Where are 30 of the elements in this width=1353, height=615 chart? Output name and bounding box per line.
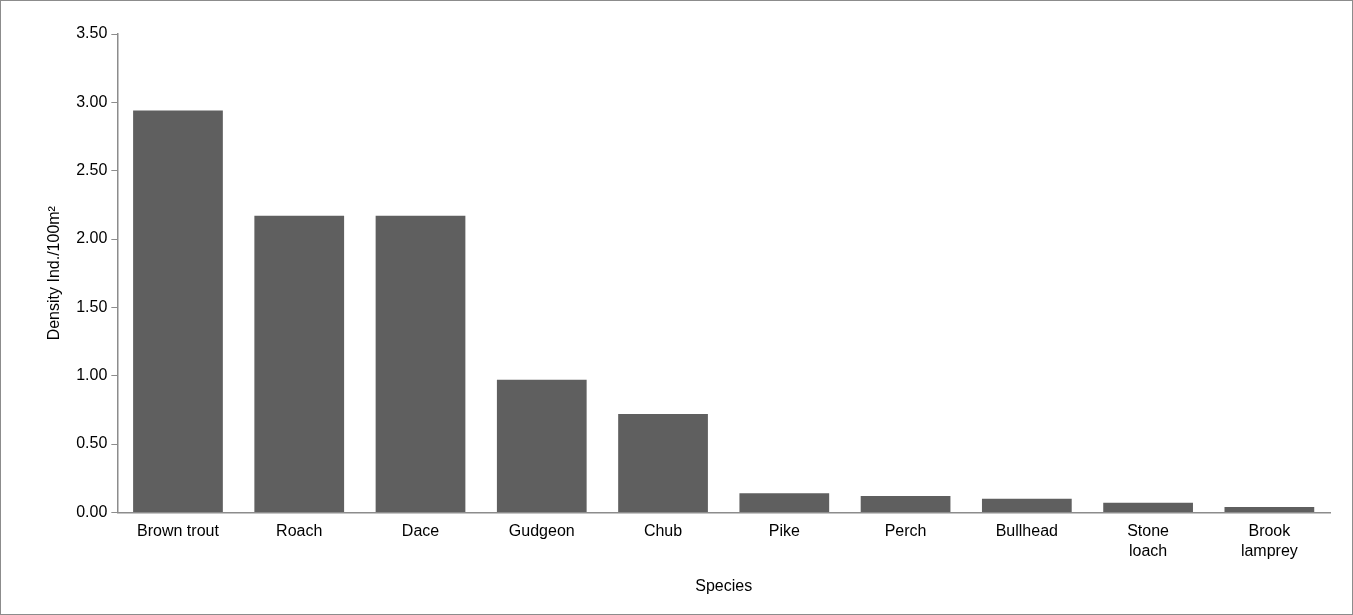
- bar: [618, 413, 708, 512]
- x-tick-label: Roach: [276, 522, 323, 540]
- x-tick-label: Brook lamprey: [1240, 522, 1298, 559]
- y-tick-label: 0.50: [76, 434, 108, 452]
- x-tick-label: Chub: [643, 522, 683, 540]
- x-tick-label: Pike: [768, 522, 800, 540]
- x-tick-label: Perch: [884, 522, 927, 540]
- y-tick-label: 3.50: [76, 24, 108, 42]
- y-tick-label: 1.00: [76, 366, 108, 384]
- bar: [1103, 502, 1193, 512]
- bar: [1224, 506, 1315, 512]
- bar: [860, 496, 951, 512]
- y-tick-label: 2.00: [76, 229, 108, 247]
- bar: [496, 379, 587, 512]
- x-axis-title: Species: [695, 576, 753, 594]
- y-tick-label: 0.00: [76, 502, 108, 520]
- x-tick-label: Stone loach: [1127, 522, 1170, 559]
- x-tick-label: Dace: [401, 522, 440, 540]
- bar: [375, 215, 466, 512]
- bar: [254, 215, 345, 512]
- bar: [739, 493, 830, 512]
- y-tick-label: 2.50: [76, 161, 108, 179]
- y-tick-label: 1.50: [76, 297, 108, 315]
- bar: [981, 498, 1072, 512]
- y-axis-title: Density Ind./100m²: [45, 205, 63, 341]
- x-tick-label: Gudgeon: [508, 522, 575, 540]
- x-tick-label: Bullhead: [995, 522, 1058, 540]
- x-tick-label: Brown trout: [137, 522, 220, 540]
- bar: [133, 110, 223, 512]
- y-tick-label: 3.00: [76, 92, 108, 110]
